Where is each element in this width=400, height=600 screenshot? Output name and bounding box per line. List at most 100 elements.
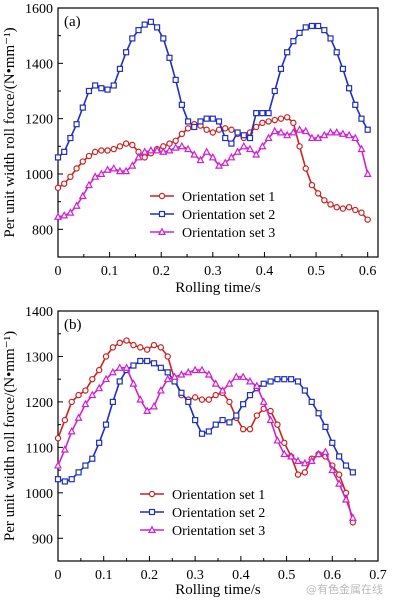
data-point <box>296 143 303 150</box>
data-point <box>308 181 316 189</box>
legend: Orientation set 1 Orientation set 2 Orient… <box>150 190 275 241</box>
data-point <box>177 370 186 378</box>
data-point <box>209 129 217 136</box>
x-tick-label: 0.7 <box>369 568 387 583</box>
data-point <box>172 76 179 84</box>
data-point <box>327 201 334 208</box>
data-point <box>335 479 344 487</box>
data-point <box>141 21 148 28</box>
x-axis-label: Rolling time/s <box>175 582 261 598</box>
data-point <box>108 367 117 376</box>
data-point <box>352 101 359 108</box>
data-point <box>351 133 360 142</box>
data-point <box>208 152 217 161</box>
data-point <box>172 137 179 144</box>
data-point <box>191 365 200 374</box>
y-axis-label: Per unit width roll force/(N•mm⁻¹) <box>2 331 18 541</box>
data-point <box>308 398 315 406</box>
legend-marker <box>158 210 166 218</box>
data-point <box>184 144 193 153</box>
data-point <box>314 449 323 458</box>
series-2 <box>54 18 371 161</box>
x-tick-label: 0.6 <box>359 264 377 279</box>
data-point <box>159 147 168 155</box>
data-point <box>277 115 285 122</box>
legend: Orientation set 1 Orientation set 2 Orient… <box>140 488 265 539</box>
panel-label: (a) <box>64 14 81 30</box>
data-point <box>341 495 351 503</box>
data-point <box>134 152 143 161</box>
data-point <box>345 203 353 211</box>
data-point <box>245 376 255 385</box>
data-point <box>98 147 105 154</box>
data-point <box>82 387 89 394</box>
data-point <box>98 85 105 92</box>
data-point <box>205 428 212 435</box>
y-axis-label: Per unit width roll force/(N•mm⁻¹) <box>2 27 18 237</box>
data-point <box>116 339 123 347</box>
data-point <box>96 439 103 446</box>
data-point <box>53 212 63 220</box>
data-point <box>296 29 303 36</box>
data-point <box>253 412 261 419</box>
data-point <box>211 379 220 387</box>
data-point <box>91 148 99 156</box>
data-point <box>239 141 248 150</box>
data-point <box>116 143 124 150</box>
data-point <box>260 380 267 387</box>
data-point <box>240 132 247 139</box>
data-point <box>146 146 155 154</box>
data-point <box>307 133 316 142</box>
data-point <box>110 145 117 153</box>
data-point <box>218 386 227 394</box>
data-point <box>336 453 343 460</box>
data-point <box>130 341 137 349</box>
data-point <box>204 370 213 378</box>
data-point <box>349 469 356 476</box>
data-point <box>335 471 343 478</box>
data-point <box>53 461 63 469</box>
series-3 <box>53 125 372 220</box>
data-point <box>150 341 158 349</box>
data-point <box>84 180 93 189</box>
data-point <box>259 110 266 117</box>
x-tick-label: 0 <box>55 264 62 279</box>
data-point <box>141 154 148 161</box>
x-tick-label: 0.3 <box>204 264 222 279</box>
data-point <box>314 190 322 197</box>
data-point <box>191 394 199 401</box>
data-point <box>358 209 365 216</box>
data-point <box>184 367 193 376</box>
data-point <box>284 49 291 56</box>
data-point <box>212 421 219 428</box>
data-point <box>252 381 261 389</box>
data-point <box>246 425 254 433</box>
data-point <box>54 184 62 192</box>
data-point <box>212 391 219 399</box>
legend-entry: Orientation set 1 <box>182 190 275 205</box>
data-point <box>102 421 110 428</box>
data-point <box>308 22 316 30</box>
y-tick-label: 1000 <box>25 168 53 183</box>
data-point <box>219 416 226 424</box>
data-point <box>215 161 224 169</box>
data-point <box>228 126 235 133</box>
data-point <box>92 82 99 89</box>
data-point <box>203 115 210 122</box>
data-point <box>129 379 138 387</box>
data-point <box>290 38 297 45</box>
y-tick-label: 1200 <box>25 113 53 128</box>
data-point <box>79 104 86 111</box>
data-point <box>68 398 75 406</box>
data-point <box>228 140 235 147</box>
data-point <box>293 456 303 464</box>
data-point <box>287 451 296 460</box>
x-tick-label: 0.6 <box>324 568 342 583</box>
data-point <box>202 147 211 155</box>
data-point <box>129 35 136 42</box>
data-point <box>89 455 96 462</box>
data-point <box>68 476 75 483</box>
data-point <box>301 387 308 394</box>
data-point <box>140 147 149 155</box>
